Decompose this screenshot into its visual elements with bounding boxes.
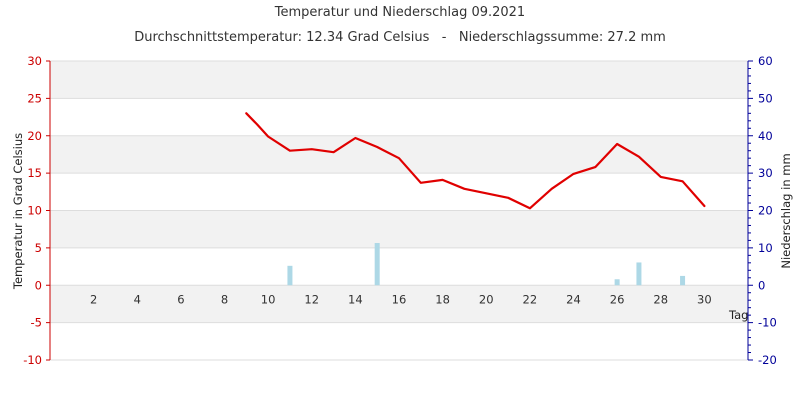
background-band: [50, 98, 748, 136]
gridlines: [50, 60, 748, 361]
left-tick-label: -10: [23, 353, 42, 367]
right-tick-label: 30: [758, 166, 773, 180]
right-tick-label: -10: [758, 316, 777, 330]
left-tick-label: 15: [27, 166, 42, 180]
right-tick-label: 20: [758, 204, 773, 218]
background-band: [50, 61, 748, 99]
precipitation-bar: [374, 243, 380, 286]
x-tick-label: 18: [435, 292, 450, 306]
x-tick-label: 6: [177, 292, 184, 306]
x-tick-label: 8: [221, 292, 228, 306]
axes: [46, 60, 753, 361]
right-tick-label: 60: [758, 54, 773, 68]
x-tick-label: 10: [261, 292, 276, 306]
left-tick-label: 25: [27, 91, 42, 105]
left-tick-label: 10: [27, 204, 42, 218]
x-tick-label: 20: [479, 292, 494, 306]
left-axis-label: Temperatur in Grad Celsius: [11, 133, 25, 290]
left-tick-label: 5: [35, 241, 42, 255]
x-tick-label: 16: [392, 292, 407, 306]
background-bands: [50, 61, 748, 360]
x-tick-label: 2: [90, 292, 97, 306]
precipitation-bar: [614, 279, 620, 286]
precipitation-bar: [636, 262, 642, 286]
x-tick-label: 24: [566, 292, 581, 306]
x-tick-label: 30: [697, 292, 712, 306]
x-tick-label: 14: [348, 292, 363, 306]
right-axis-label: Niederschlag in mm: [779, 153, 793, 268]
temperature-line: [245, 112, 706, 210]
x-tick-label: 28: [653, 292, 668, 306]
x-tick-label: 26: [610, 292, 625, 306]
left-tick-label: 20: [27, 129, 42, 143]
background-band: [50, 173, 748, 211]
background-band: [50, 322, 748, 360]
chart-title: Temperatur und Niederschlag 09.2021: [274, 5, 525, 20]
right-tick-label: 10: [758, 241, 773, 255]
right-tick-label: 50: [758, 91, 773, 105]
left-tick-label: 30: [27, 54, 42, 68]
background-band: [50, 285, 748, 323]
right-tick-label: 40: [758, 129, 773, 143]
x-tick-label: 22: [523, 292, 538, 306]
x-axis-label: Tag: [728, 308, 748, 322]
right-tick-label: -20: [758, 353, 777, 367]
background-band: [50, 135, 748, 174]
background-band: [50, 210, 748, 248]
right-tick-label: 0: [758, 278, 765, 292]
precipitation-bar: [680, 275, 686, 286]
temperature-line-group: [245, 112, 706, 210]
precipitation-bar: [287, 265, 293, 286]
chart-subtitle: Durchschnittstemperatur: 12.34 Grad Cels…: [134, 30, 666, 45]
precipitation-bars: [287, 243, 686, 286]
x-tick-label: 12: [304, 292, 319, 306]
left-tick-label: 0: [35, 278, 42, 292]
left-tick-label: -5: [31, 316, 42, 330]
x-tick-label: 4: [134, 292, 141, 306]
background-band: [50, 247, 748, 286]
